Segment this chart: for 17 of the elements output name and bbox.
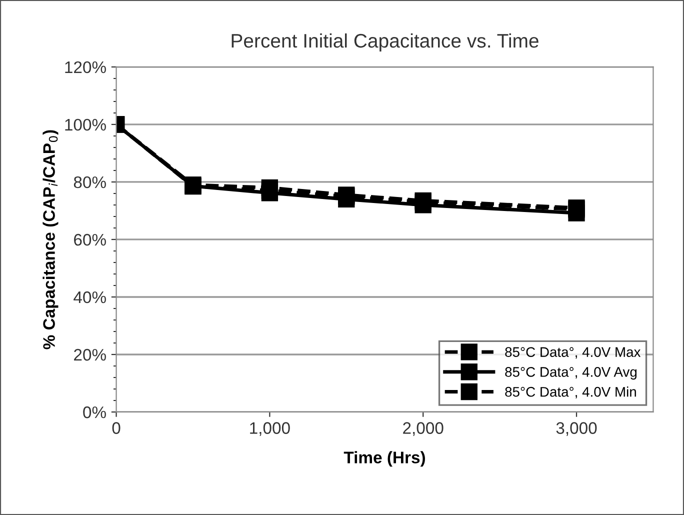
y-tick-label: 40% [74, 291, 106, 304]
y-tick-label: 80% [74, 176, 106, 188]
legend-label: 85°C Data°, 4.0V Max [505, 347, 641, 359]
x-tick-label: 2,000 [403, 422, 444, 436]
y-tick-label: 100% [65, 118, 106, 131]
y-tick-label: 120% [65, 61, 106, 74]
x-tick-label: 3,000 [556, 422, 597, 436]
x-tick-label: 1,000 [250, 422, 290, 436]
y-axis-title: % Capacitance (CAP$_{i}$/CAP$_{0}$) [42, 130, 58, 350]
legend-label: 85°C Data°, 4.0V Avg [505, 367, 637, 380]
y-tick-label: 20% [74, 348, 106, 361]
x-axis-title: Time (Hrs) [344, 451, 425, 467]
y-tick-label: 60% [74, 234, 106, 246]
chart-title: Percent Initial Capacitance vs. Time [232, 33, 538, 52]
legend-label: 85°C Data°, 4.0V Min [505, 386, 636, 398]
y-tick-label: 0% [83, 406, 106, 418]
x-tick-label: 0 [112, 422, 120, 434]
